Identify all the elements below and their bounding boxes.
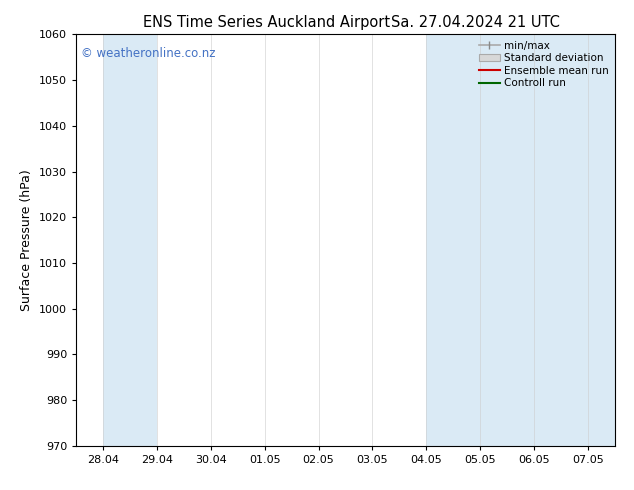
Bar <box>426 34 534 446</box>
Text: Sa. 27.04.2024 21 UTC: Sa. 27.04.2024 21 UTC <box>391 15 560 30</box>
Bar <box>103 34 157 446</box>
Bar <box>534 34 634 446</box>
Y-axis label: Surface Pressure (hPa): Surface Pressure (hPa) <box>20 169 34 311</box>
Text: ENS Time Series Auckland Airport: ENS Time Series Auckland Airport <box>143 15 390 30</box>
Text: © weatheronline.co.nz: © weatheronline.co.nz <box>81 47 216 60</box>
Legend: min/max, Standard deviation, Ensemble mean run, Controll run: min/max, Standard deviation, Ensemble me… <box>475 36 613 93</box>
